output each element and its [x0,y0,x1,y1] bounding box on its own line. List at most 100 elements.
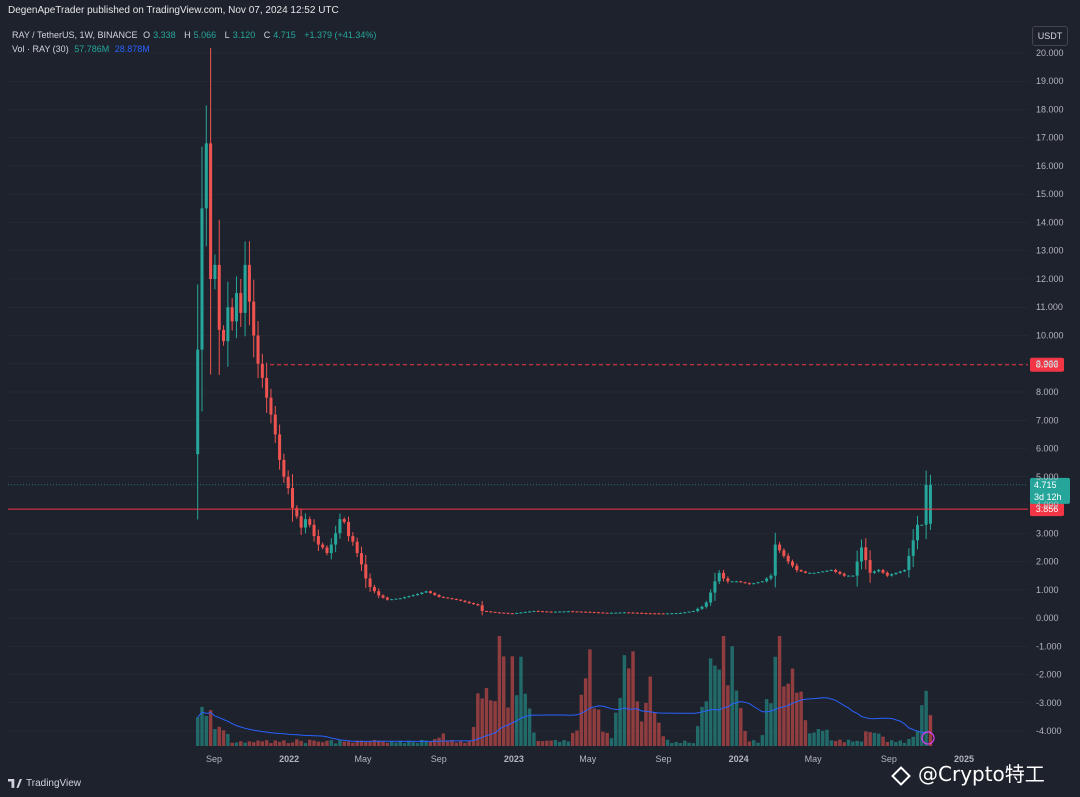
candle [696,608,700,611]
volume-bar [342,741,346,746]
volume-bar [256,740,260,746]
time-axis[interactable]: Sep 2022 May Sep 2023 May Sep 2024 May Sep 2025 [206,754,974,764]
price-tick-label: -1.000 [1036,641,1062,651]
candle [769,575,773,579]
volume-bar [558,741,562,746]
candle [515,613,519,615]
candle [295,507,299,517]
price-tick-label: 5.000 [1036,472,1059,482]
volume-bar [618,697,622,746]
time-tick-label: May [805,754,823,764]
candle [709,592,713,603]
volume-bar [458,740,463,746]
volume-bar [519,656,523,746]
close-value: 4.715 [273,30,296,40]
volume-bar [264,740,269,746]
volume-bar [889,740,894,746]
volume-bar [579,694,584,746]
candle [299,516,303,528]
candle [558,611,562,613]
candle [351,536,355,542]
candle [291,488,295,508]
volume-bar [510,656,515,746]
volume-bar [799,691,803,746]
volume-bar [540,741,545,746]
candle [355,541,359,554]
candle [795,565,799,570]
volume-bar [747,741,752,746]
tradingview-logo[interactable]: TradingView [8,775,81,793]
price-tick-label: 2.000 [1036,557,1059,567]
volume-label: Vol · RAY (30) [12,44,69,54]
volume-bar [820,730,825,746]
candle [834,570,838,572]
candle [403,597,407,599]
volume-bar [562,740,566,746]
candle [605,612,609,614]
candle [196,349,200,455]
candle [549,611,553,613]
price-chart[interactable]: 8.966 3.856 4.715 3d 12h 20.000 19.000 18.000… [0,22,1080,772]
candle [536,610,540,612]
candle [734,581,738,583]
grid [8,52,1028,732]
candle [502,612,506,614]
volume-bar [200,706,204,746]
candle [566,611,570,613]
price-level-tag [1030,357,1064,372]
volume-bar [902,742,907,746]
volume-bar [501,656,506,746]
candle [243,264,247,313]
volume-bar [635,701,640,746]
volume-bar [290,742,295,746]
current-price-tag [1030,477,1070,504]
candle [717,572,721,582]
candle [278,434,282,460]
candle [644,613,648,615]
candle [614,612,618,614]
candle [286,476,290,489]
volume-bar [471,726,476,746]
candle [829,570,833,571]
volume-bar [674,741,678,746]
candle [493,611,497,613]
candle [877,570,881,572]
volume-bar [489,700,493,746]
volume-bar [346,741,351,746]
footer [0,772,1080,797]
candle [579,611,583,613]
candle [377,591,381,596]
price-tick-label: 1.000 [1036,585,1059,595]
candle [329,544,333,554]
candle [661,613,665,615]
currency-button[interactable]: USDT [1032,26,1068,46]
candle [588,611,592,613]
volume-bar [631,651,635,746]
price-tick-label: 6.000 [1036,444,1059,454]
candle [476,604,480,606]
candle [269,397,273,415]
price-axis[interactable]: 20.000 19.000 18.000 17.000 16.000 15.000 14.0… [1036,48,1064,736]
candle [230,307,234,322]
candle [519,612,523,614]
volume-bar [368,740,372,746]
volume-bar [670,743,674,746]
time-tick-label: 2023 [504,754,524,764]
volume-bar [364,741,368,746]
watermark-text: @Crypto特工 [918,762,1045,786]
candle [510,613,514,615]
candle [622,612,626,614]
volume-bar [221,730,226,746]
candle [282,459,286,477]
volume-bar [463,742,467,746]
candle [648,613,652,615]
volume-bar [881,736,885,746]
candle [691,610,695,612]
volume-bar [661,736,665,746]
volume-bar [825,729,829,746]
price-tick-label: 16.000 [1036,161,1064,171]
candle [437,594,441,597]
candle [347,521,351,537]
volume-bar [299,740,303,746]
volume-ma-value: 28.878M [114,44,150,54]
